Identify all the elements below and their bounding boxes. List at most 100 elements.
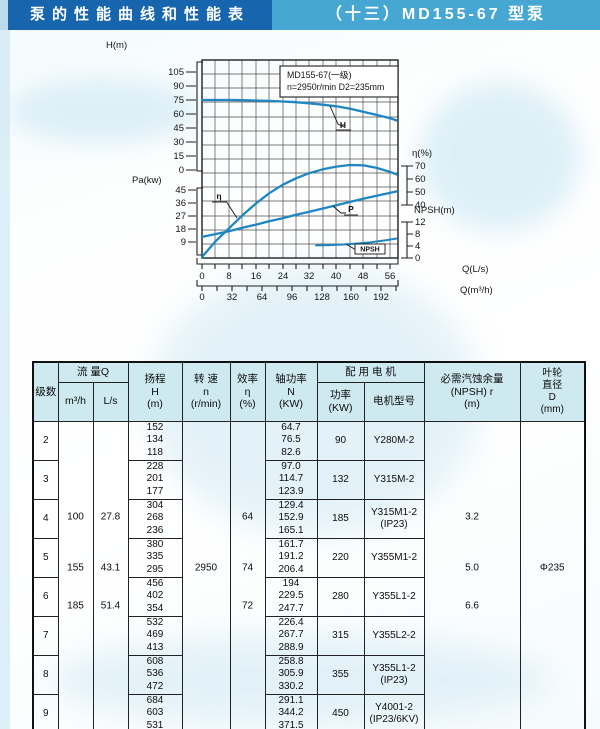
head-cell: 684 603 531 — [127, 693, 183, 729]
svg-text:40: 40 — [415, 200, 426, 211]
header-shaft-power: 轴功率 N (KW) — [264, 361, 318, 422]
stage-cell: 2 — [32, 420, 59, 461]
npsh-column: 3.2 5.0 6.6 — [423, 420, 521, 729]
header-flow-group: 流 量Q — [57, 361, 129, 383]
eta-axis-ticks: 70 60 50 40 — [415, 161, 426, 211]
header-stage: 级数 — [32, 361, 59, 422]
shaft-power-cell: 161.7 191.2 206.4 — [264, 537, 318, 578]
svg-text:40: 40 — [331, 271, 342, 282]
performance-chart: H η P NPSH MD155-67(一级) n=2950r/min D2=2… — [106, 40, 493, 303]
motor-model-cell: Y315M1-2 (IP23) — [363, 498, 425, 539]
svg-text:27: 27 — [175, 211, 186, 222]
shaft-power-cell: 194 229.5 247.7 — [264, 576, 318, 617]
svg-text:48: 48 — [358, 271, 369, 282]
head-cell: 608 536 472 — [127, 654, 183, 695]
svg-text:60: 60 — [415, 174, 426, 185]
motor-power-cell: 315 — [316, 615, 365, 656]
header-efficiency: 效率 η (%) — [229, 361, 266, 422]
header-flow-ls: L/s — [92, 381, 129, 422]
impeller-column: Φ235 — [519, 420, 586, 729]
header-motor-power: 功率 (KW) — [316, 381, 365, 422]
svg-text:128: 128 — [314, 292, 330, 303]
svg-text:15: 15 — [173, 151, 184, 162]
header-impeller: 叶轮 直径 D (mm) — [519, 361, 586, 422]
header-motor-group: 配 用 电 机 — [316, 361, 425, 383]
curve-label-eta: η — [212, 191, 238, 219]
svg-text:30: 30 — [173, 137, 184, 148]
svg-text:90: 90 — [173, 81, 184, 92]
svg-text:24: 24 — [278, 271, 289, 282]
q-ls-axis — [196, 258, 399, 269]
stage-cell: 7 — [32, 615, 59, 656]
svg-text:16: 16 — [251, 271, 262, 282]
npsh-axis-bracket — [401, 221, 413, 259]
head-cell: 532 469 413 — [127, 615, 183, 656]
motor-model-cell: Y4001-2 (IP23/6KV) — [363, 693, 425, 729]
svg-text:70: 70 — [415, 161, 426, 172]
stage-cell: 5 — [32, 537, 59, 578]
stage-cell: 8 — [32, 654, 59, 695]
motor-power-cell: 220 — [316, 537, 365, 578]
shaft-power-cell: 129.4 152.9 165.1 — [264, 498, 318, 539]
q-m3h-ticks: 0 32 64 96 128 160 192 — [199, 292, 389, 303]
title-bar: 泵的性能曲线和性能表 （十三）MD155-67 型泵 — [0, 0, 600, 30]
head-cell: 152 134 118 — [127, 420, 183, 461]
motor-model-cell: Y355L1-2 — [363, 576, 425, 617]
npsh-axis-ticks: 12 8 4 0 — [415, 217, 426, 264]
svg-text:8: 8 — [226, 271, 231, 282]
svg-text:12: 12 — [415, 217, 426, 228]
header-speed: 转 速 n (r/min) — [181, 361, 231, 422]
q-ls-ticks: 0 8 16 24 32 40 48 56 — [199, 271, 395, 282]
svg-text:0: 0 — [199, 292, 204, 303]
curve-power — [200, 190, 398, 239]
svg-text:0: 0 — [179, 165, 184, 176]
q-ls-axis-title: Q(L/s) — [462, 264, 488, 275]
shaft-power-cell: 97.0 114.7 123.9 — [264, 459, 318, 500]
svg-text:9: 9 — [181, 237, 186, 248]
svg-text:32: 32 — [304, 271, 315, 282]
head-cell: 380 335 295 — [127, 537, 183, 578]
svg-text:45: 45 — [173, 123, 184, 134]
chart-title-box: MD155-67(一级) n=2950r/min D2=235mm — [279, 65, 399, 98]
svg-text:0: 0 — [199, 271, 204, 282]
motor-model-cell: Y355L1-2 (IP23) — [363, 654, 425, 695]
svg-text:32: 32 — [227, 292, 238, 303]
head-cell: 228 201 177 — [127, 459, 183, 500]
curve-label-H: H — [329, 105, 351, 131]
page-title-right: （十三）MD155-67 型泵 — [272, 0, 600, 30]
h-axis-title: H(m) — [106, 40, 127, 51]
header-npsh: 必需汽蚀余量 (NPSH) r (m) — [423, 361, 521, 422]
svg-text:56: 56 — [385, 271, 396, 282]
svg-text:192: 192 — [373, 292, 389, 303]
pa-axis-title: Pa(kw) — [132, 175, 162, 186]
svg-text:n=2950r/min D2=235mm: n=2950r/min D2=235mm — [287, 82, 384, 92]
svg-text:60: 60 — [173, 109, 184, 120]
eta-axis-bracket — [401, 165, 413, 206]
motor-power-cell: 280 — [316, 576, 365, 617]
shaft-power-cell: 226.4 267.7 288.9 — [264, 615, 318, 656]
motor-power-cell: 90 — [316, 420, 365, 461]
pa-axis-ticks: 45 36 27 18 9 — [175, 185, 186, 248]
flow-m3h-column: 100 155 185 — [57, 420, 94, 729]
svg-text:64: 64 — [257, 292, 268, 303]
motor-power-cell: 185 — [316, 498, 365, 539]
svg-text:NPSH: NPSH — [360, 247, 379, 254]
motor-power-cell: 132 — [316, 459, 365, 500]
curve-label-NPSH: NPSH — [345, 243, 386, 255]
svg-text:H: H — [340, 120, 346, 130]
table-row: 2 100 155 185 27.8 43.1 51.4 152 134 118 2… — [32, 420, 586, 729]
svg-text:96: 96 — [287, 292, 298, 303]
svg-text:8: 8 — [415, 229, 420, 240]
spec-table: 级数 流 量Q 扬程 H (m) 转 速 n (r/min) 效率 η (%) 轴功率 N (K… — [32, 361, 587, 729]
svg-text:45: 45 — [175, 185, 186, 196]
stage-cell: 4 — [32, 498, 59, 539]
svg-text:75: 75 — [173, 95, 184, 106]
h-axis-bracket — [186, 61, 203, 172]
header-motor-model: 电机型号 — [363, 381, 425, 422]
svg-text:50: 50 — [415, 187, 426, 198]
svg-text:η: η — [216, 191, 221, 201]
flow-ls-column: 27.8 43.1 51.4 — [92, 420, 129, 729]
svg-text:4: 4 — [415, 241, 420, 252]
svg-text:36: 36 — [175, 198, 186, 209]
